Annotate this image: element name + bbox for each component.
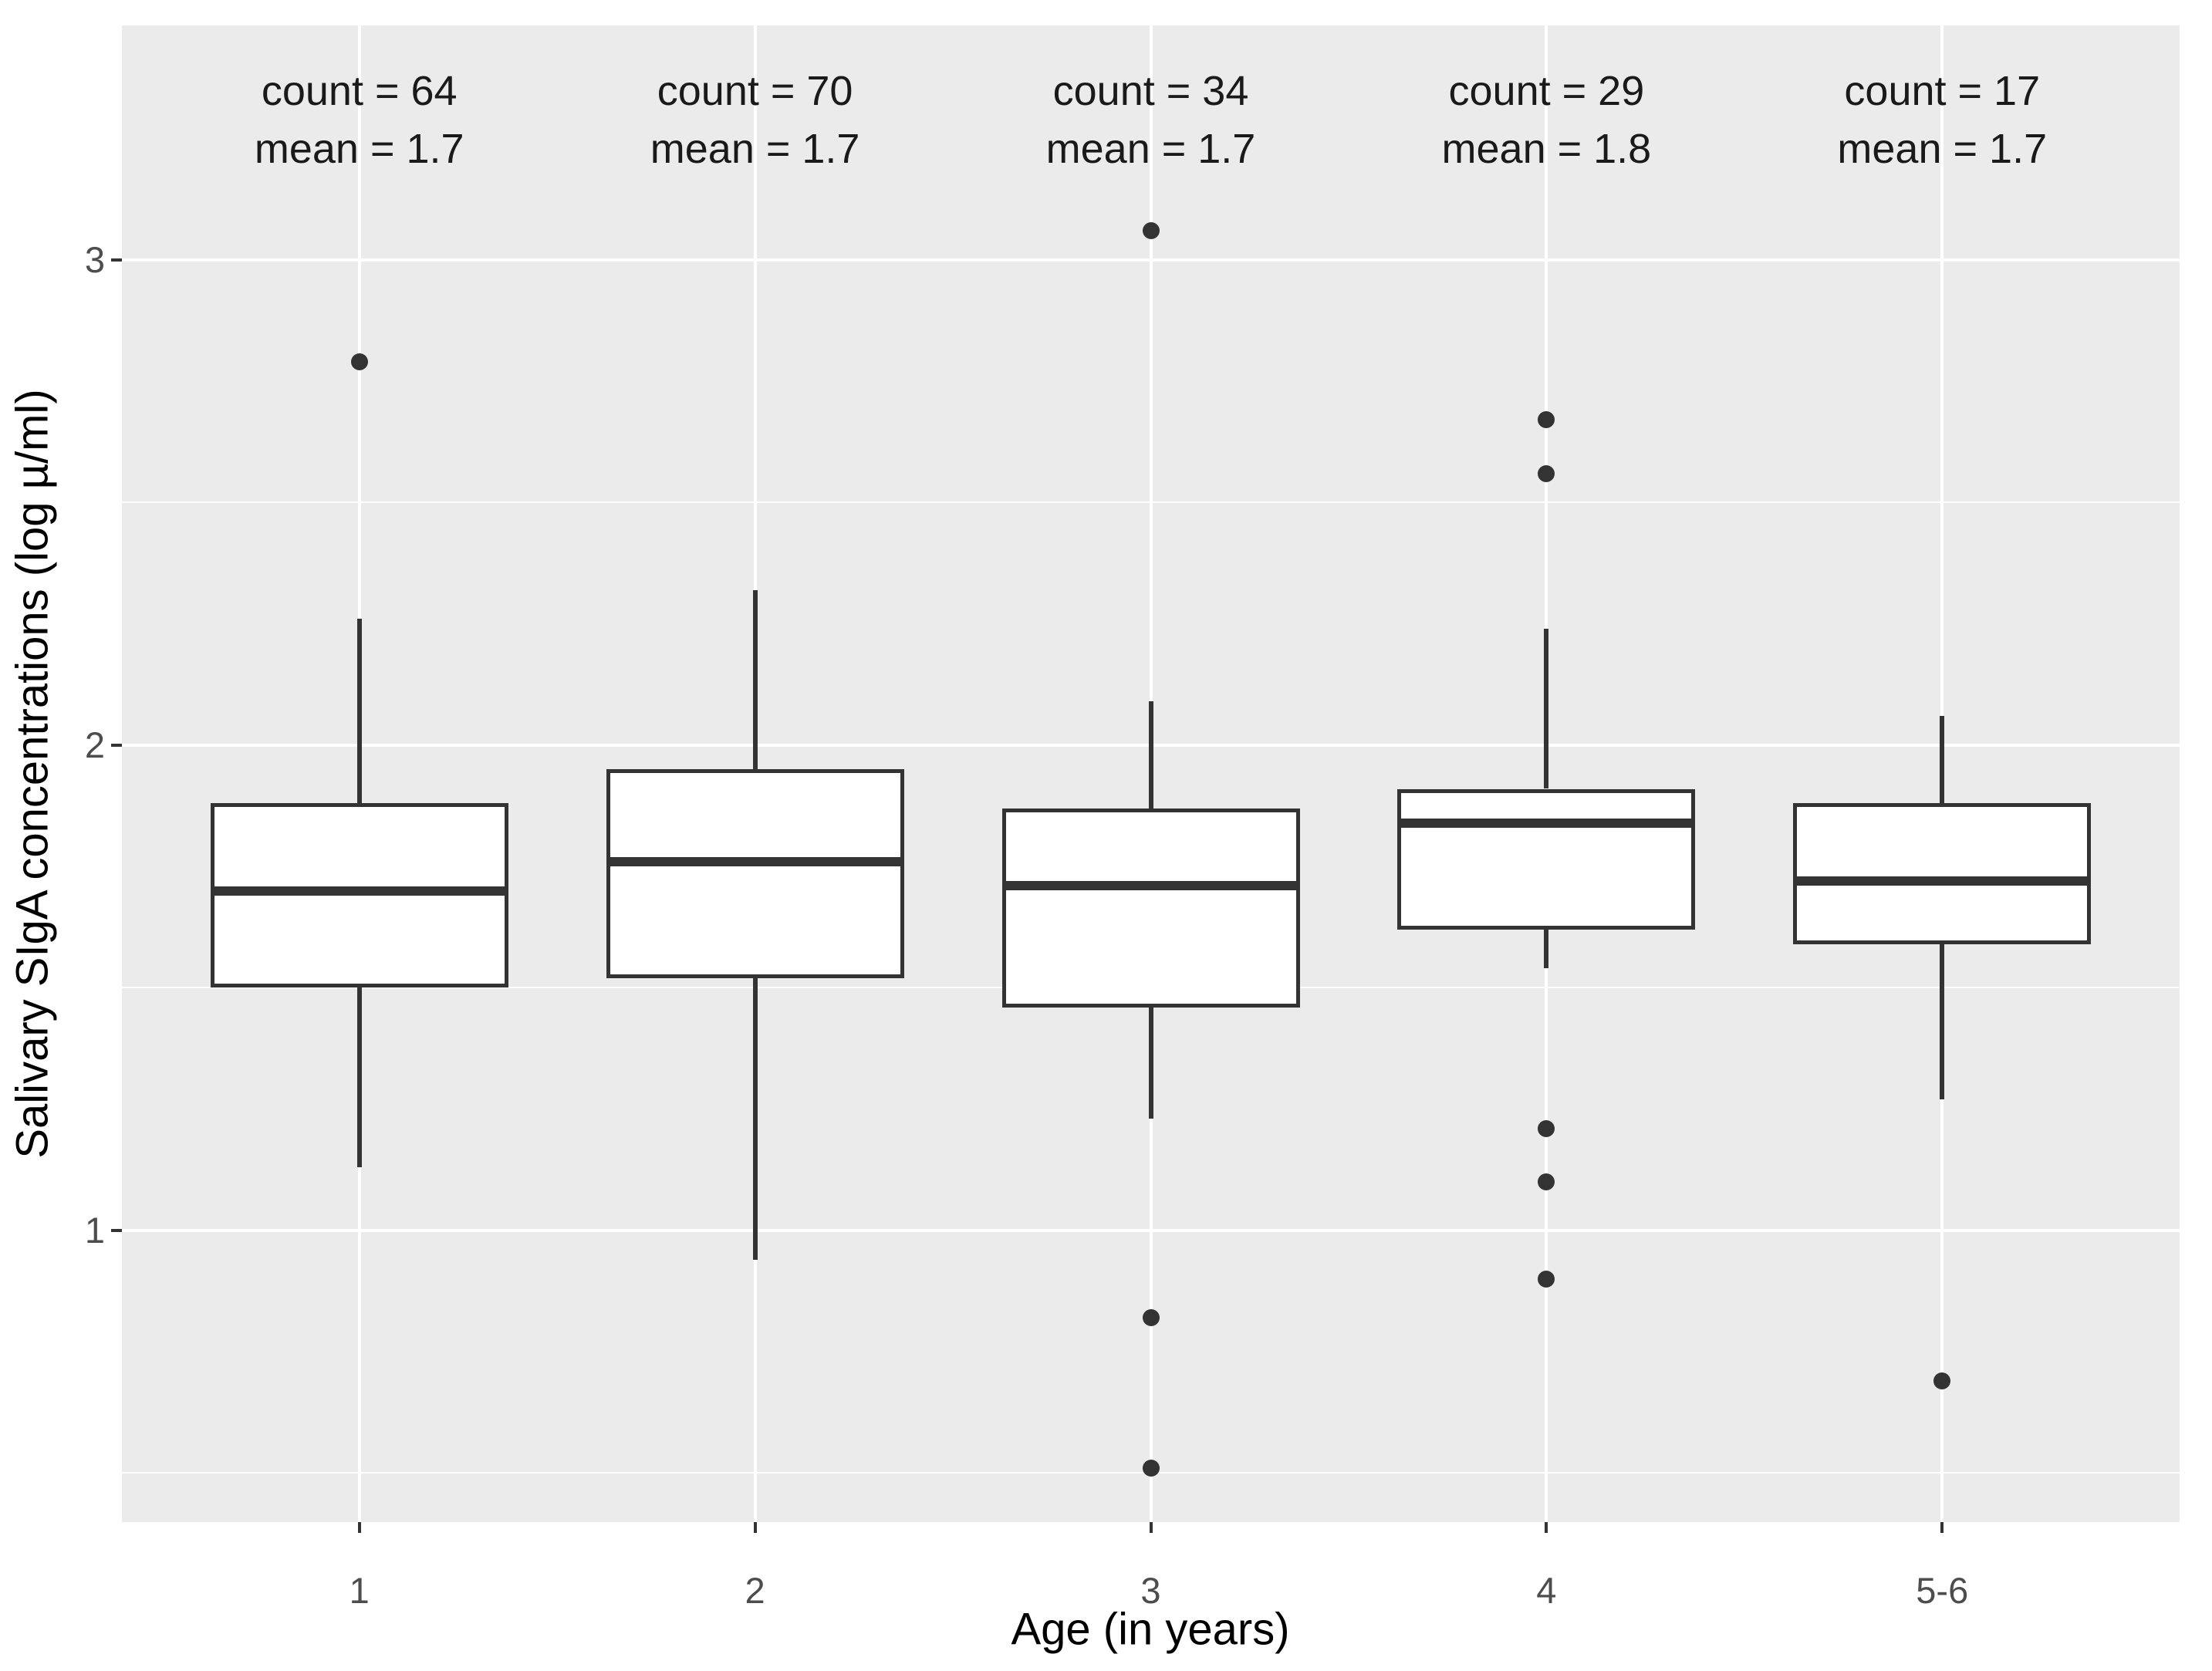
- x-axis-tick: [1149, 1522, 1153, 1533]
- lower-whisker: [1544, 929, 1549, 969]
- count-annotation: count = 17: [1844, 68, 2041, 114]
- y-axis-title: Salivary SIgA concentrations (log µ/ml): [7, 389, 58, 1159]
- x-tick-label: 2: [745, 1570, 765, 1611]
- outlier-point: [1538, 464, 1555, 482]
- x-axis-tick: [1545, 1522, 1548, 1533]
- lower-whisker: [1148, 1007, 1153, 1119]
- iqr-box: [606, 769, 904, 978]
- upper-whisker: [356, 619, 362, 804]
- iqr-box: [210, 803, 508, 988]
- outlier-point: [1538, 1119, 1555, 1137]
- y-axis-tick: [111, 743, 122, 747]
- outlier-point: [350, 353, 368, 370]
- upper-whisker: [1148, 701, 1153, 808]
- x-axis-tick: [753, 1522, 757, 1533]
- count-annotation: count = 64: [261, 68, 458, 114]
- y-tick-label: 2: [84, 724, 105, 765]
- outlier-point: [1538, 1173, 1555, 1191]
- upper-whisker: [1544, 628, 1549, 789]
- lower-whisker: [752, 977, 758, 1260]
- median-line: [610, 856, 900, 866]
- median-line: [1005, 881, 1296, 891]
- y-axis-tick: [111, 1228, 122, 1232]
- x-axis-tick: [357, 1522, 361, 1533]
- lower-whisker: [356, 987, 362, 1168]
- x-axis-tick: [1940, 1522, 1944, 1533]
- mean-annotation: mean = 1.7: [1837, 126, 2048, 172]
- outlier-point: [1142, 1460, 1160, 1477]
- lower-whisker: [1940, 944, 1945, 1100]
- iqr-box: [1397, 788, 1696, 930]
- median-line: [214, 886, 505, 896]
- median-line: [1797, 876, 2088, 886]
- median-line: [1401, 818, 1692, 828]
- upper-whisker: [1940, 716, 1945, 804]
- outlier-point: [1538, 411, 1555, 429]
- outlier-point: [1142, 1309, 1160, 1327]
- x-tick-label: 5-6: [1916, 1570, 1969, 1611]
- iqr-box: [1001, 808, 1300, 1008]
- outlier-point: [1933, 1372, 1951, 1389]
- outlier-point: [1142, 222, 1160, 240]
- mean-annotation: mean = 1.8: [1441, 126, 1652, 172]
- y-tick-label: 1: [84, 1209, 105, 1251]
- upper-whisker: [752, 589, 758, 770]
- y-axis-tick: [111, 258, 122, 262]
- mean-annotation: mean = 1.7: [650, 126, 860, 172]
- count-annotation: count = 70: [657, 68, 853, 114]
- x-tick-label: 1: [349, 1570, 370, 1611]
- count-annotation: count = 34: [1052, 68, 1249, 114]
- x-tick-label: 4: [1536, 1570, 1557, 1611]
- outlier-point: [1538, 1270, 1555, 1288]
- mean-annotation: mean = 1.7: [254, 126, 464, 172]
- plot-panel: count = 64 mean = 1.7 count = 70 mean = 1.7…: [122, 25, 2180, 1522]
- count-annotation: count = 29: [1448, 68, 1645, 114]
- mean-annotation: mean = 1.7: [1045, 126, 1256, 172]
- x-axis-title: Age (in years): [1011, 1604, 1290, 1655]
- iqr-box: [1793, 803, 2092, 944]
- y-tick-label: 3: [84, 238, 105, 280]
- x-tick-label: 3: [1140, 1570, 1161, 1611]
